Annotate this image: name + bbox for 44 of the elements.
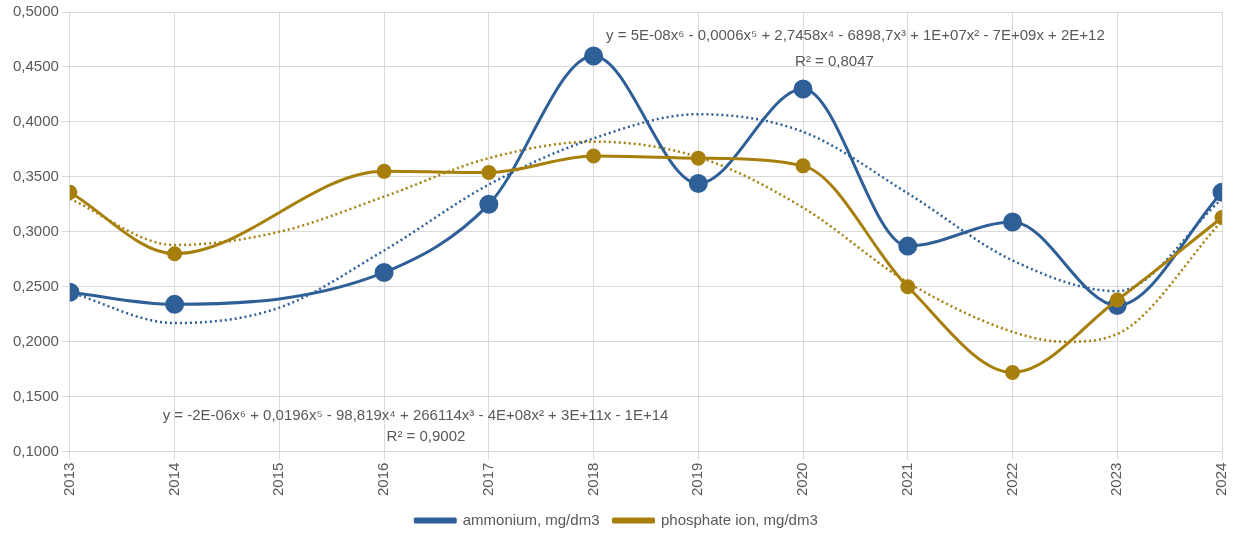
x-tick-label: 2018 [583, 462, 601, 497]
y-tick-label: 0,2000 [12, 331, 59, 349]
point [586, 148, 602, 164]
x-tick-label: 2024 [1212, 462, 1230, 497]
point [1109, 292, 1125, 308]
x-tick-label: 2014 [164, 462, 182, 497]
x-tick-label: 2022 [1002, 462, 1020, 497]
legend-label: phosphate ion, mg/dm3 [660, 510, 818, 528]
point [481, 164, 497, 180]
y-tick-label: 0,3000 [12, 221, 59, 239]
annotation: R² = 0,9002 [386, 427, 466, 445]
annotation: y = 5E-08x⁶ - 0,0006x⁵ + 2,7458x⁴ - 6898,7x³ + 1E+07x² - 7E+09x + 2E+12 [606, 26, 1105, 44]
x-tick-label: 2020 [793, 462, 811, 497]
point [1003, 212, 1023, 232]
x-tick-label: 2019 [688, 462, 706, 497]
y-tick-label: 0,4000 [12, 112, 59, 130]
x-tick-label: 2021 [897, 462, 915, 497]
point [688, 173, 708, 193]
y-tick-label: 0,1000 [12, 441, 59, 459]
annotation: R² = 0,8047 [795, 51, 874, 69]
x-tick-label: 2015 [269, 462, 287, 497]
point [690, 150, 706, 166]
point [795, 158, 811, 174]
legend-label: ammonium, mg/dm3 [462, 510, 600, 528]
x-tick-label: 2016 [374, 462, 392, 497]
y-tick-label: 0,4500 [12, 57, 59, 75]
point [1005, 365, 1021, 380]
x-tick-label: 2017 [478, 462, 496, 497]
point [584, 46, 604, 66]
y-tick-label: 0,3500 [12, 167, 59, 184]
point [167, 246, 183, 262]
point [479, 194, 499, 214]
point [374, 262, 394, 282]
point [793, 79, 813, 99]
point [165, 294, 185, 314]
x-tick-label: 2023 [1107, 462, 1125, 497]
y-tick-label: 0,5000 [12, 2, 59, 20]
point [898, 236, 918, 256]
point [900, 279, 916, 295]
point [376, 163, 392, 179]
annotation: y = -2E-06x⁶ + 0,0196x⁵ - 98,819x⁴ + 266114x³ - 4E+08x² + 3E+11x - 1E+14 [162, 405, 669, 423]
x-tick-label: 2013 [60, 462, 78, 497]
y-tick-label: 0,2500 [12, 276, 59, 294]
y-tick-label: 0,1500 [12, 386, 59, 404]
